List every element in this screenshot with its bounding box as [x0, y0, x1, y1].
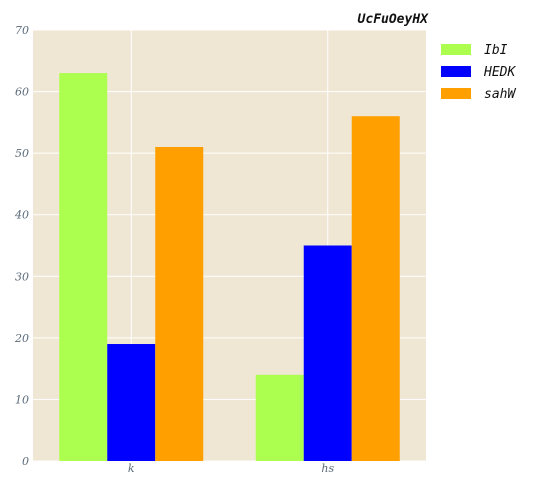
- y-tick-label: 10: [15, 393, 29, 406]
- bar-IbI-k: [59, 73, 108, 461]
- bars: [59, 73, 400, 461]
- y-tick-label: 30: [15, 270, 29, 283]
- x-tick-label: k: [128, 462, 135, 475]
- legend-swatch-IbI: [441, 44, 471, 55]
- legend-label-sahW: sahW: [484, 87, 516, 102]
- legend-swatch-sahW: [441, 88, 471, 99]
- x-axis-ticks: k hs: [128, 462, 335, 475]
- bar-sahW-k: [155, 146, 204, 461]
- y-tick-label: 60: [15, 86, 29, 99]
- y-tick-label: 70: [15, 24, 29, 37]
- y-tick-label: 20: [14, 332, 29, 345]
- bar-sahW-hs: [351, 116, 400, 461]
- y-tick-label: 40: [14, 209, 29, 222]
- bar-HEDK-hs: [303, 245, 352, 461]
- x-tick-label: hs: [321, 462, 334, 475]
- legend-label-HEDK: HEDK: [483, 65, 516, 80]
- y-tick-label: 50: [15, 147, 29, 160]
- bar-IbI-hs: [255, 374, 304, 461]
- chart-title: UcFuOeyHX: [358, 12, 430, 27]
- y-tick-label: 0: [22, 455, 29, 468]
- bar-HEDK-k: [107, 344, 156, 461]
- legend-swatch-HEDK: [441, 66, 471, 77]
- y-axis-ticks: 0 10 20 30 40 50 60 70: [14, 24, 29, 468]
- legend: IbI HEDK sahW: [441, 43, 516, 102]
- legend-label-IbI: IbI: [484, 43, 508, 58]
